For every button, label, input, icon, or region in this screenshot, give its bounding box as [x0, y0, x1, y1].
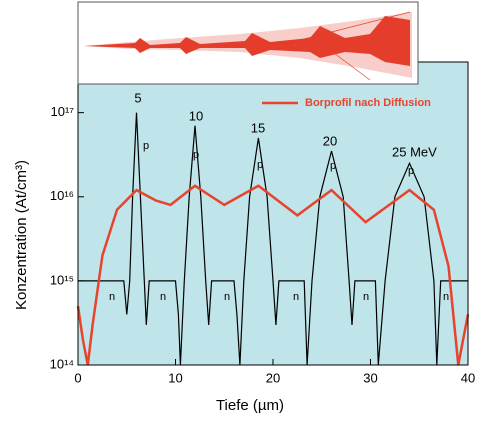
annotation: p	[193, 149, 199, 161]
x-tick-label: 10	[168, 370, 182, 385]
annotation: 20	[323, 133, 337, 148]
annotation: n	[293, 291, 299, 303]
annotation: 10	[189, 108, 203, 123]
annotation: n	[443, 291, 449, 303]
x-tick-label: 20	[266, 370, 280, 385]
annotation: n	[224, 291, 230, 303]
annotation: p	[143, 140, 149, 152]
x-tick-label: 40	[461, 370, 475, 385]
legend-label: Borprofil nach Diffusion	[305, 97, 431, 109]
y-axis-label: Konzentration (At/cm³)	[13, 160, 30, 310]
x-tick-label: 0	[74, 370, 81, 385]
beam	[84, 16, 410, 66]
y-tick-label: 10¹⁵	[50, 272, 74, 287]
annotation: 5	[134, 90, 141, 105]
annotation: 25 MeV	[392, 144, 437, 159]
inset-image	[77, 1, 419, 85]
annotation: n	[160, 291, 166, 303]
x-tick-label: 30	[363, 370, 377, 385]
x-axis-label: Tiefe (µm)	[216, 397, 284, 414]
beam-rays	[259, 11, 411, 81]
annotation: p	[408, 165, 414, 177]
annotation: 15	[251, 120, 265, 135]
annotation: p	[257, 159, 263, 171]
annotation: p	[330, 160, 336, 172]
y-tick-label: 10¹⁶	[50, 188, 74, 203]
annotation: n	[109, 291, 115, 303]
plot-area	[78, 62, 468, 365]
annotation: n	[363, 291, 369, 303]
y-tick-label: 10¹⁷	[51, 104, 75, 119]
line	[76, 184, 470, 366]
y-tick-label: 10¹⁴	[50, 356, 74, 371]
